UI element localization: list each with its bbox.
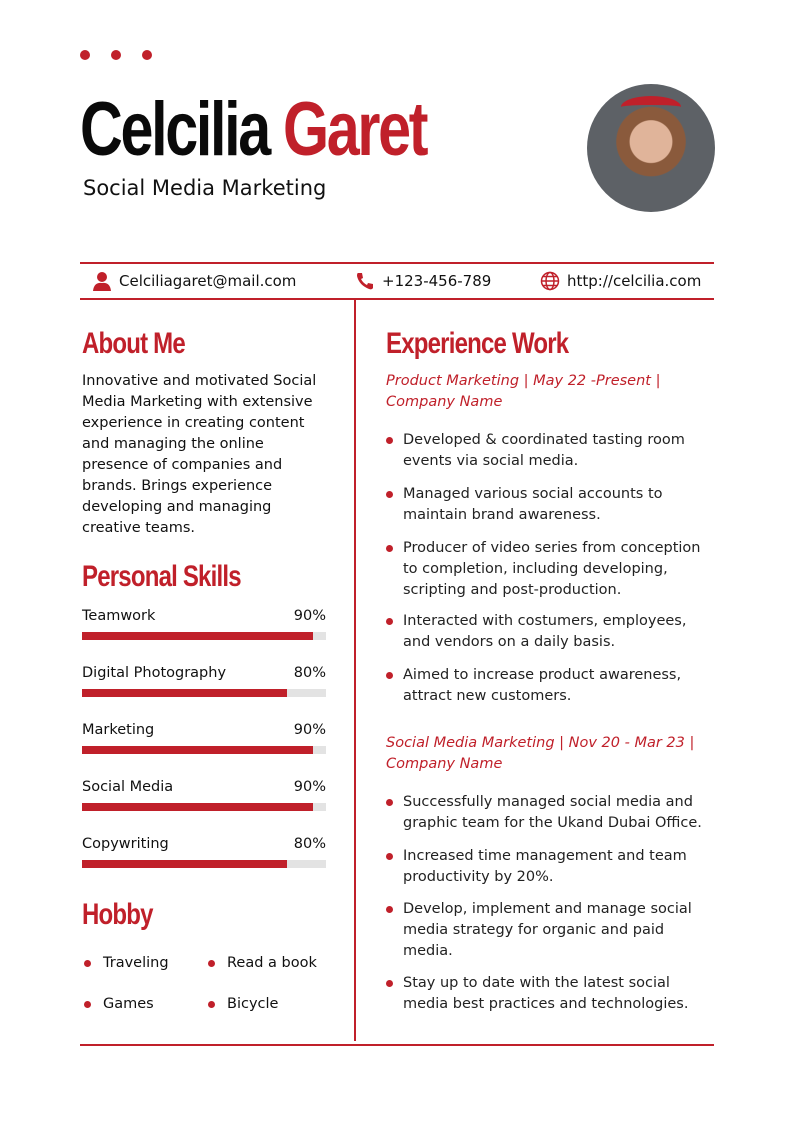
job-title: Social Media Marketing: [83, 176, 327, 200]
globe-icon: [540, 271, 560, 291]
experience-heading: Experience Work: [386, 327, 569, 360]
skill-bar: [82, 632, 326, 640]
user-icon: [93, 272, 111, 291]
skill-percent: 80%: [293, 836, 326, 852]
skill-item: Teamwork 90%: [82, 608, 326, 640]
job-title: Social Media Marketing | Nov 20 - Mar 23…: [386, 735, 695, 772]
bullet-dot: [386, 672, 393, 679]
skill-item: Social Media 90%: [82, 779, 326, 811]
experience-bullet: Interacted with costumers, employees, and…: [386, 611, 716, 653]
decorative-dot: [80, 50, 90, 60]
hobby-item: Bicycle: [208, 996, 278, 1012]
experience-bullet: Developed & coordinated tasting room even…: [386, 430, 716, 472]
bullet-dot: [386, 980, 393, 987]
experience-bullet: Producer of video series from conception…: [386, 538, 716, 601]
skill-bar: [82, 860, 326, 868]
skill-bar: [82, 803, 326, 811]
skill-item: Digital Photography 80%: [82, 665, 326, 697]
job-title: Product Marketing | May 22 -Present | Com…: [386, 373, 661, 410]
hobby-item: Games: [84, 996, 154, 1012]
skill-bar-fill: [82, 860, 287, 868]
contact-email: Celciliagaret@mail.com: [92, 271, 296, 291]
skill-label: Copywriting: [82, 836, 169, 852]
bullet-dot: [386, 906, 393, 913]
skill-percent: 90%: [293, 722, 326, 738]
hobby-item: Read a book: [208, 955, 317, 971]
divider: [80, 298, 714, 300]
divider: [80, 262, 714, 264]
decorative-dot: [111, 50, 121, 60]
experience-bullet: Develop, implement and manage social medi…: [386, 899, 716, 962]
bullet-dot: [386, 545, 393, 552]
skill-bar-fill: [82, 632, 313, 640]
skill-percent: 90%: [293, 608, 326, 624]
column-divider: [354, 299, 356, 1041]
experience-bullet: Aimed to increase product awareness, attr…: [386, 665, 716, 707]
skill-bar: [82, 746, 326, 754]
skill-percent: 90%: [293, 779, 326, 795]
experience-bullet: Increased time management and team produc…: [386, 846, 716, 888]
phone-icon: [357, 273, 373, 290]
bullet-dot: [386, 853, 393, 860]
contact-phone: +123-456-789: [355, 271, 491, 291]
experience-bullet: Managed various social accounts to mainta…: [386, 484, 716, 526]
skill-label: Social Media: [82, 779, 174, 795]
profile-photo: [587, 84, 715, 212]
bullet-dot: [386, 491, 393, 498]
decorative-dot: [142, 50, 152, 60]
experience-bullet: Successfully managed social media and gra…: [386, 792, 716, 834]
experience-bullet: Stay up to date with the latest social me…: [386, 973, 716, 1015]
skill-label: Teamwork: [82, 608, 156, 624]
skill-bar-fill: [82, 746, 313, 754]
bullet-dot: [386, 799, 393, 806]
skills-heading: Personal Skills: [82, 560, 242, 593]
about-text: Innovative and motivated Social Media Mar…: [82, 373, 317, 536]
skill-item: Marketing 90%: [82, 722, 326, 754]
skill-bar-fill: [82, 689, 287, 697]
full-name: Celcilia Garet: [80, 87, 429, 172]
bullet-dot: [386, 618, 393, 625]
bullet-dot: [386, 437, 393, 444]
skill-percent: 80%: [293, 665, 326, 681]
skill-label: Digital Photography: [82, 665, 227, 681]
divider: [80, 1044, 714, 1046]
skill-bar: [82, 689, 326, 697]
skill-bar-fill: [82, 803, 313, 811]
skill-label: Marketing: [82, 722, 155, 738]
hobby-item: Traveling: [84, 955, 169, 971]
hobby-heading: Hobby: [82, 898, 153, 931]
contact-website: http://celcilia.com: [540, 271, 701, 291]
about-heading: About Me: [82, 327, 186, 360]
skill-item: Copywriting 80%: [82, 836, 326, 868]
